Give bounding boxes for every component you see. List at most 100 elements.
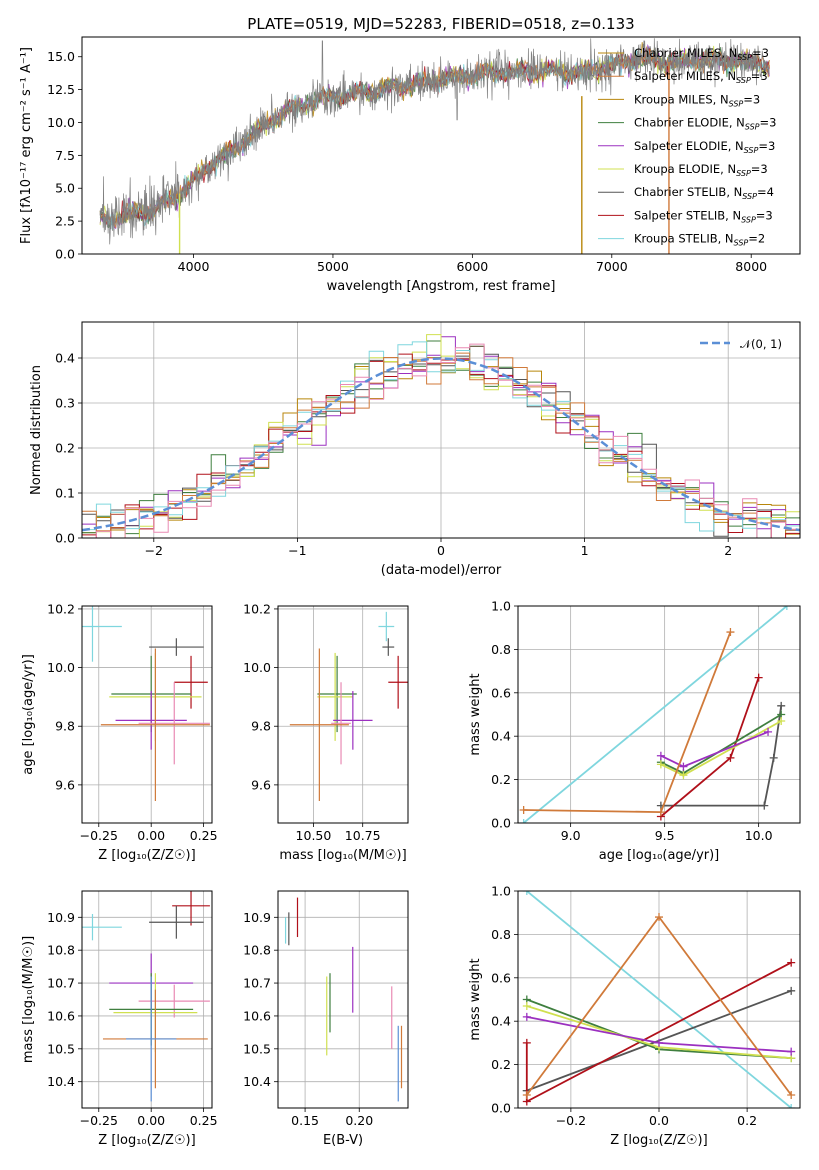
spectrum-ylabel: Flux [fλ10⁻¹⁷ erg cm⁻² s⁻¹ A⁻¹] (19, 47, 34, 244)
weight_vs_age-marker (726, 753, 735, 762)
residuals-frame (81, 321, 801, 539)
residuals-xtick-label: 1 (581, 543, 589, 558)
residuals-ylabel: Normed distribution (29, 365, 44, 495)
spectrum-xtick-label: 5000 (317, 259, 349, 274)
spectrum-legend-entry: Chabrier STELIB, NSSP=4 (598, 185, 774, 201)
weight_vs_age-ytick-label: 0.0 (491, 816, 511, 831)
residuals-xtick-label: −2 (145, 543, 163, 558)
weight_vs_age-ytick-label: 1.0 (491, 599, 511, 614)
weight_vs_z-marker (522, 891, 531, 895)
mass_vs_z-frame (81, 890, 213, 1109)
spectrum-data-line (99, 38, 770, 245)
weight_vs_age-marker (777, 701, 786, 710)
mass_vs_z-ytick-label: 10.7 (47, 976, 75, 991)
age_vs_z-ytick-label: 10.2 (47, 601, 75, 616)
weight_vs_age-series (656, 727, 773, 771)
spectrum-legend-label: Kroupa MILES, NSSP=3 (634, 92, 760, 108)
weight_vs_z-marker (522, 1012, 531, 1021)
weight_vs_age-series (519, 606, 791, 823)
age_vs_z-errorbar-point (138, 682, 210, 765)
mass_vs_ebv-ytick-label: 10.6 (243, 1008, 271, 1023)
mass_vs_z-errorbar-point (82, 914, 122, 941)
mass_vs_z-xlabel: Z [log₁₀(Z/Z☉)] (98, 1133, 195, 1148)
age_vs_mass-ytick-label: 9.8 (251, 719, 271, 734)
weight_vs_age-series (656, 701, 786, 810)
weight_vs_z-ylabel: mass weight (468, 958, 483, 1040)
age_vs_z-ytick-label: 9.6 (55, 777, 75, 792)
weight_vs_age-marker (679, 762, 688, 771)
residuals-ytick-label: 0.3 (55, 396, 75, 411)
age_vs_z-ytick-label: 9.8 (55, 719, 75, 734)
spectrum-legend-entry: Salpeter MILES, NSSP=3 (598, 69, 768, 85)
age_vs_mass-frame (277, 605, 409, 824)
mass_vs_ebv-xtick-label: 0.20 (345, 1113, 373, 1128)
weight_vs_age-ylabel: mass weight (468, 673, 483, 755)
weight_vs_z-marker (522, 1038, 531, 1047)
gaussian-legend-label: 𝒩(0, 1) (740, 337, 782, 351)
gaussian-curve (82, 357, 800, 532)
weight_vs_age-marker (656, 751, 665, 760)
spectrum-legend-label: Chabrier STELIB, NSSP=4 (634, 185, 774, 201)
weight_vs_z-marker (787, 1047, 796, 1056)
weight_vs_z-marker (787, 1090, 796, 1099)
age_vs_mass-errorbar-point (388, 655, 408, 709)
spectrum-xtick-label: 8000 (735, 259, 767, 274)
mass_vs_ebv-ytick-label: 10.8 (243, 943, 271, 958)
weight_vs_age-frame (517, 605, 801, 824)
mass_vs_z-ytick-label: 10.5 (47, 1041, 75, 1056)
spectrum-legend-label: Salpeter STELIB, NSSP=3 (634, 208, 773, 224)
mass_vs_z-errorbar-point (126, 976, 177, 1102)
age_vs_z-xtick-label: 0.25 (190, 828, 218, 843)
age_vs_z-xtick-label: 0.00 (137, 828, 165, 843)
weight_vs_age-plot-area (518, 606, 800, 823)
age_vs_z-errorbar-point (115, 691, 187, 750)
age_vs_mass-xtick-label: 10.75 (345, 828, 381, 843)
weight_vs_z-axes: −0.2 0.0 0.2 0.0 0.2 0.4 0.6 0.8 1.0 Z [log₁₀(Z/Z… (468, 884, 801, 1148)
residuals-ytick-label: 0.2 (55, 441, 75, 456)
spectrum-legend-entry: Salpeter ELODIE, NSSP=3 (598, 139, 775, 155)
mass_vs_z-xtick-label: −0.25 (80, 1113, 118, 1128)
spectrum-ytick-label: 10.0 (47, 115, 75, 130)
weight_vs_z-ytick-label: 0.4 (491, 1014, 511, 1029)
age_vs_mass-ytick-label: 9.6 (251, 777, 271, 792)
plot-layer: 4000 5000 6000 7000 80000.02.55.07.510.012.5… (19, 36, 801, 1148)
mass_vs_ebv-xlabel: E(B-V) (323, 1133, 363, 1148)
age_vs_z-ylabel: age [log₁₀(age/yr)] (21, 654, 36, 775)
weight_vs_z-series (522, 1012, 796, 1056)
weight_vs_age-axes: 9.0 9.5 10.0 0.0 0.2 0.4 0.6 0.8 1.0 age [log₁₀(a… (468, 599, 801, 863)
weight_vs_z-series (522, 891, 796, 1108)
spectrum-legend-entry: Chabrier ELODIE, NSSP=3 (598, 116, 776, 132)
weight_vs_age-marker (769, 753, 778, 762)
weight_vs_z-series (522, 958, 796, 1106)
residuals-xtick-label: 2 (724, 543, 732, 558)
weight_vs_age-marker (754, 673, 763, 682)
mass_vs_z-xtick-label: 0.00 (137, 1113, 165, 1128)
mass_vs_ebv-frame (277, 890, 409, 1109)
weight_vs_z-marker (655, 913, 663, 922)
weight_vs_z-marker (787, 1104, 796, 1108)
spectrum-frame (81, 36, 801, 255)
weight_vs_z-marker (655, 1038, 663, 1047)
weight_vs_age-ytick-label: 0.4 (491, 729, 511, 744)
spectrum-ytick-label: 2.5 (55, 214, 75, 229)
mass_vs_ebv-axes: 0.15 0.20 10.4 10.5 10.6 10.7 10.8 10.9 E(B-V) (243, 890, 409, 1148)
weight_vs_age-marker (519, 819, 528, 823)
age_vs_mass-errorbar-point (378, 611, 395, 642)
weight_vs_age-marker (782, 606, 791, 610)
mass_vs_z-ytick-label: 10.8 (47, 943, 75, 958)
weight_vs_z-frame (517, 890, 801, 1109)
weight_vs_z-marker (522, 1002, 531, 1011)
weight_vs_age-xlabel: age [log₁₀(age/yr)] (599, 848, 720, 863)
spectrum-legend-label: Kroupa ELODIE, NSSP=3 (634, 162, 768, 178)
weight_vs_age-series (656, 710, 786, 778)
weight_vs_age-line (660, 705, 783, 807)
age_vs_mass-axes: 10.50 10.75 9.6 9.8 10.0 10.2 mass [log₁₀(M/M☉… (243, 601, 409, 863)
residuals-axes: −2 −1 0 1 2 0.0 0.1 0.2 0.3 0.4 (data-model)/error… (29, 321, 801, 578)
age_vs_mass-errorbar-point (382, 638, 395, 656)
age_vs_z-errorbar-point (149, 638, 204, 656)
age_vs_mass-plot-area (278, 606, 408, 823)
weight_vs_age-marker (519, 805, 528, 814)
weight_vs_age-series (519, 628, 735, 817)
spectrum-ytick-label: 5.0 (55, 181, 75, 196)
